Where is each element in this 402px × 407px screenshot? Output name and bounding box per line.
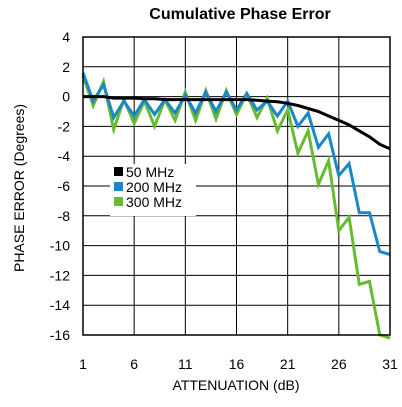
x-tick-label: 1 xyxy=(79,356,87,372)
y-axis-label: PHASE ERROR (Degrees) xyxy=(11,104,27,272)
y-tick-label: -14 xyxy=(50,297,70,313)
y-tick-label: -10 xyxy=(50,238,70,254)
legend-background xyxy=(110,164,196,216)
series-line-200-mhz xyxy=(81,72,391,256)
legend-swatch-300-mhz xyxy=(114,197,123,206)
y-tick-label: -16 xyxy=(50,327,70,343)
x-tick-label: 21 xyxy=(280,356,296,372)
x-tick-label: 6 xyxy=(130,356,138,372)
y-tick-label: 0 xyxy=(62,89,70,105)
plot-frame xyxy=(82,36,391,336)
legend-label-50-mhz: 50 MHz xyxy=(126,164,174,180)
legend-label-200-mhz: 200 MHz xyxy=(126,179,182,195)
chart-title: Cumulative Phase Error xyxy=(149,6,330,23)
y-tick-label: 4 xyxy=(62,29,70,45)
series-line-300-mhz xyxy=(81,75,391,340)
legend-swatch-200-mhz xyxy=(114,182,123,191)
y-tick-label: -12 xyxy=(50,267,70,283)
y-tick-label: -6 xyxy=(58,178,71,194)
legend-swatch-50-mhz xyxy=(114,167,123,176)
y-tick-label: 2 xyxy=(62,59,70,75)
y-tick-label: -8 xyxy=(58,208,71,224)
y-tick-label: -2 xyxy=(58,118,71,134)
series-layer xyxy=(81,72,391,340)
x-tick-label: 31 xyxy=(382,356,398,372)
x-axis-label: ATTENUATION (dB) xyxy=(172,377,299,393)
x-tick-label: 26 xyxy=(331,356,347,372)
x-tick-label: 11 xyxy=(178,356,193,372)
series-line-50-mhz xyxy=(83,95,391,151)
legend-label-300-mhz: 300 MHz xyxy=(126,194,182,210)
x-tick-label: 16 xyxy=(229,356,245,372)
y-tick-label: -4 xyxy=(58,148,71,164)
